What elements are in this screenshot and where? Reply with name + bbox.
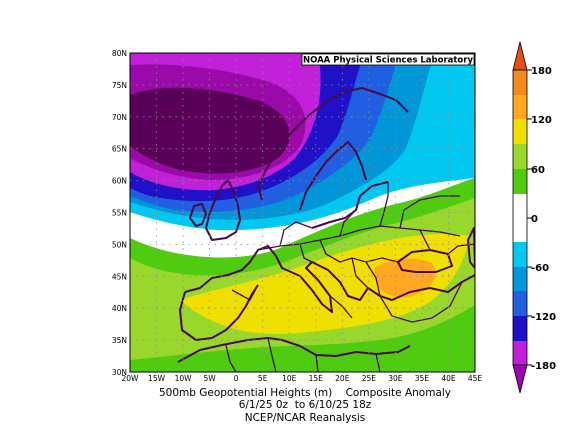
colorbar-segment-30 xyxy=(513,169,527,194)
colorbar-label-120: 120 xyxy=(531,115,552,126)
colorbar-bottom-arrow xyxy=(512,364,528,394)
credit-text: NOAA Physical Sciences Laboratory xyxy=(303,56,473,66)
colorbar-segment-0 xyxy=(513,194,527,242)
colorbar-segment-150 xyxy=(513,70,527,95)
colorbar-ticks xyxy=(527,69,532,366)
positive-anomaly-120 xyxy=(374,258,436,298)
lat-lon-grid xyxy=(130,53,475,372)
colorbar-segment-120 xyxy=(513,95,527,119)
colorbar-segment-minus90 xyxy=(513,291,527,316)
negative-anomaly-210 xyxy=(130,87,290,174)
colorbar-label-minus120: -120 xyxy=(531,312,556,323)
lon-label-5E: 5E xyxy=(258,374,268,383)
lat-label-30N: 30N xyxy=(112,368,127,377)
colorbar-label-60: 60 xyxy=(531,165,545,176)
colorbar-label-minus180: -180 xyxy=(531,361,556,372)
lat-label-45N: 45N xyxy=(112,272,127,281)
lat-label-60N: 60N xyxy=(112,177,127,186)
colorbar-segment-60 xyxy=(513,144,527,169)
lat-label-65N: 65N xyxy=(112,145,127,154)
anomaly-field xyxy=(130,53,475,372)
colorbar-label-minus60: -60 xyxy=(531,263,549,274)
lon-label-20W: 20W xyxy=(122,374,140,383)
colorbar-top-arrow xyxy=(512,41,528,71)
lon-label-40E: 40E xyxy=(441,374,456,383)
colorbar: 180 120 60 0 -60 -120 -180 xyxy=(512,41,556,394)
lat-label-70N: 70N xyxy=(112,113,127,122)
colorbar-segment-minus60 xyxy=(513,267,527,291)
lon-label-0: 0 xyxy=(234,374,239,383)
credit-box xyxy=(301,53,475,66)
lon-label-20E: 20E xyxy=(335,374,350,383)
caption-date-range: 6/1/25 0z to 6/10/25 18z xyxy=(238,399,372,411)
lon-label-5W: 5W xyxy=(204,374,217,383)
lon-label-10E: 10E xyxy=(282,374,297,383)
lat-label-80N: 80N xyxy=(112,49,127,58)
colorbar-label-0: 0 xyxy=(531,214,538,225)
lon-label-25E: 25E xyxy=(362,374,377,383)
positive-anomaly-90 xyxy=(180,233,470,335)
colorbar-segment-minus150 xyxy=(513,341,527,365)
colorbar-segment-90 xyxy=(513,119,527,144)
lon-label-45E: 45E xyxy=(468,374,483,383)
lat-label-40N: 40N xyxy=(112,304,127,313)
caption-title: 500mb Geopotential Heights (m) Composite… xyxy=(158,387,452,399)
lon-label-15W: 15W xyxy=(148,374,166,383)
longitude-labels: 20W 15W 10W 5W 0 5E 10E 15E 20E 25E 30E 35E 40E 45E xyxy=(122,374,483,383)
lat-label-50N: 50N xyxy=(112,240,127,249)
lon-label-15E: 15E xyxy=(309,374,324,383)
caption-source: NCEP/NCAR Reanalysis xyxy=(244,412,366,424)
colorbar-label-180: 180 xyxy=(531,66,552,77)
lat-label-55N: 55N xyxy=(112,209,127,218)
latitude-labels: 80N 75N 70N 65N 60N 55N 50N 45N 40N 35N 30N xyxy=(112,49,127,377)
lon-label-10W: 10W xyxy=(175,374,193,383)
colorbar-segment-minus120 xyxy=(513,316,527,341)
lon-label-35E: 35E xyxy=(415,374,430,383)
plot-frame xyxy=(129,52,476,373)
colorbar-segment-minus30 xyxy=(513,242,527,267)
lat-label-75N: 75N xyxy=(112,81,127,90)
lat-label-35N: 35N xyxy=(112,336,127,345)
lon-label-30E: 30E xyxy=(388,374,403,383)
